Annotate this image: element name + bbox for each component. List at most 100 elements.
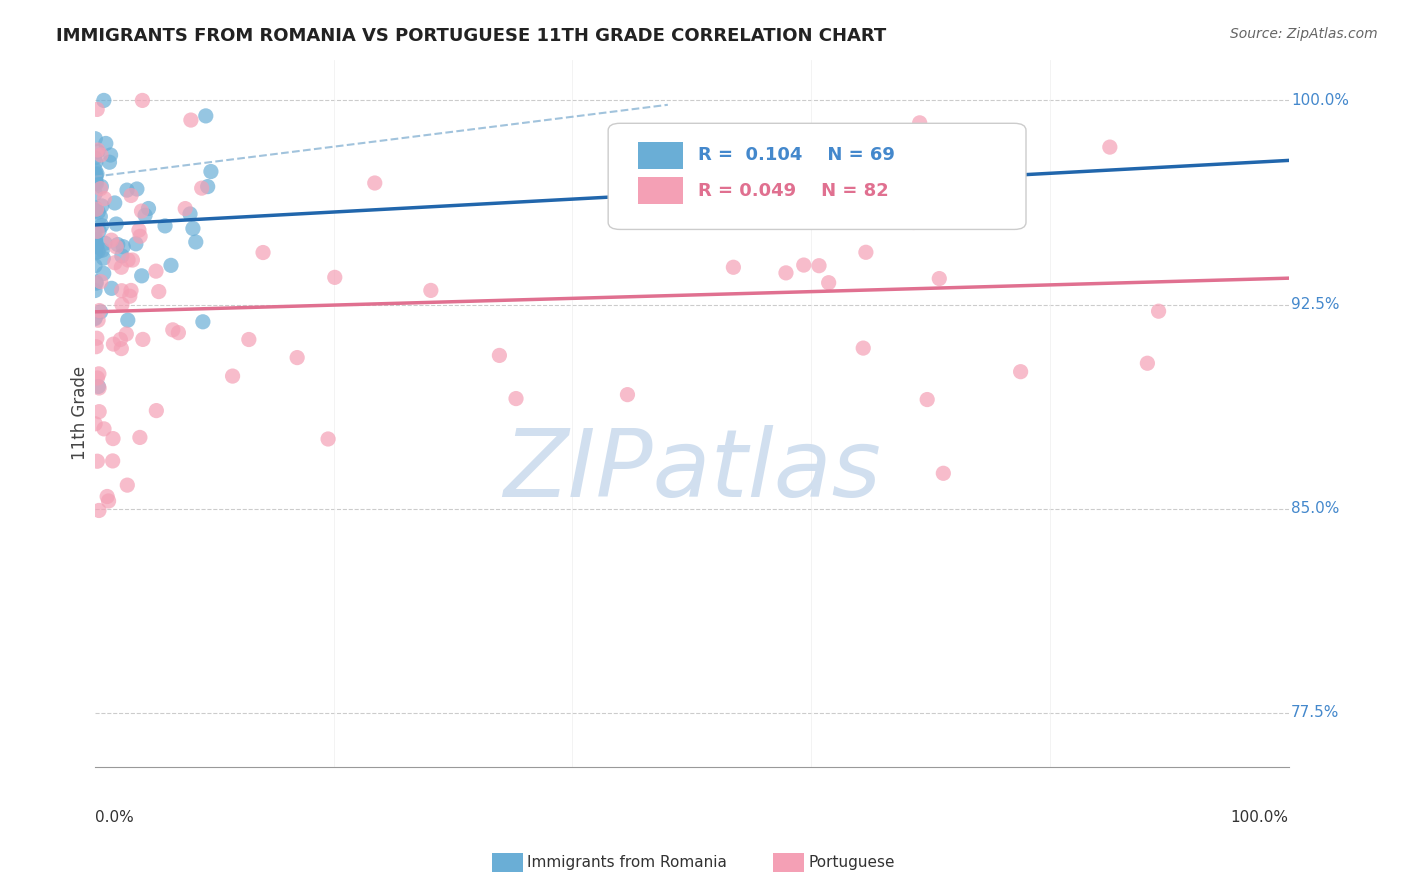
Point <box>84 232 107 246</box>
Point <box>89 303 111 318</box>
Point <box>87 503 110 517</box>
Point <box>197 179 219 194</box>
Point <box>86 202 108 217</box>
Point <box>84 186 107 201</box>
Point <box>138 202 160 216</box>
Point <box>134 208 156 222</box>
Point <box>83 311 105 326</box>
Point <box>91 243 114 257</box>
Point <box>162 323 184 337</box>
Point <box>855 245 877 260</box>
Text: Source: ZipAtlas.com: Source: ZipAtlas.com <box>1230 27 1378 41</box>
Text: 100.0%: 100.0% <box>1230 810 1289 825</box>
Point <box>84 176 107 190</box>
Point <box>148 285 170 299</box>
Point <box>145 403 167 417</box>
Text: Immigrants from Romania: Immigrants from Romania <box>527 855 727 870</box>
Point <box>84 259 107 273</box>
Point <box>86 224 108 238</box>
Point <box>191 315 214 329</box>
Point <box>775 266 797 280</box>
Point <box>129 229 152 244</box>
Text: IMMIGRANTS FROM ROMANIA VS PORTUGUESE 11TH GRADE CORRELATION CHART: IMMIGRANTS FROM ROMANIA VS PORTUGUESE 11… <box>56 27 887 45</box>
Text: ZIPatlas: ZIPatlas <box>503 425 880 516</box>
Point <box>84 203 107 218</box>
Point <box>83 151 105 165</box>
Point <box>84 234 107 248</box>
Point <box>93 422 115 436</box>
Point <box>111 249 134 263</box>
Text: R = 0.049    N = 82: R = 0.049 N = 82 <box>697 181 889 200</box>
Point <box>87 381 110 395</box>
Point <box>723 260 745 275</box>
FancyBboxPatch shape <box>609 123 1026 229</box>
Point <box>93 251 115 265</box>
Point <box>128 430 150 444</box>
Point <box>107 237 129 252</box>
Point <box>86 143 108 157</box>
Point <box>104 196 127 211</box>
Point <box>84 201 107 215</box>
Point <box>128 223 150 237</box>
Point <box>84 168 107 182</box>
Point <box>110 342 132 356</box>
Point <box>84 173 107 187</box>
Point <box>153 219 176 233</box>
Point <box>932 467 955 481</box>
FancyBboxPatch shape <box>638 178 683 204</box>
Point <box>86 371 108 385</box>
Point <box>84 155 107 169</box>
Text: 100.0%: 100.0% <box>1291 93 1348 108</box>
Point <box>110 333 132 347</box>
Point <box>364 176 387 190</box>
Point <box>86 103 108 117</box>
Point <box>160 258 183 272</box>
Point <box>101 432 124 446</box>
Point <box>118 289 141 303</box>
Point <box>184 235 207 249</box>
Point <box>103 337 125 351</box>
Point <box>110 260 132 275</box>
Point <box>120 188 142 202</box>
Point <box>131 94 153 108</box>
Point <box>90 219 112 233</box>
Text: 0.0%: 0.0% <box>94 810 134 825</box>
Point <box>105 217 128 231</box>
Point <box>90 199 112 213</box>
Point <box>100 233 122 247</box>
Point <box>86 177 108 191</box>
Point <box>1147 304 1170 318</box>
Point <box>84 417 107 431</box>
Point <box>115 183 138 197</box>
Point <box>96 490 118 504</box>
Point <box>111 297 134 311</box>
Point <box>252 245 274 260</box>
Point <box>84 163 107 178</box>
Text: Portuguese: Portuguese <box>808 855 896 870</box>
Point <box>93 192 115 206</box>
Point <box>915 392 938 407</box>
Point <box>90 181 112 195</box>
Point <box>808 259 831 273</box>
Point <box>87 367 110 381</box>
Point <box>903 215 925 229</box>
Point <box>87 244 110 259</box>
Point <box>90 148 112 162</box>
Point <box>89 224 111 238</box>
Point <box>963 140 986 154</box>
Point <box>87 379 110 393</box>
Point <box>167 326 190 340</box>
Point <box>84 132 107 146</box>
Point <box>86 145 108 159</box>
Point <box>101 454 124 468</box>
Point <box>117 313 139 327</box>
Point <box>84 245 107 260</box>
Point <box>817 276 839 290</box>
FancyBboxPatch shape <box>638 142 683 169</box>
Point <box>86 167 108 181</box>
Point <box>132 333 155 347</box>
Point <box>125 182 148 196</box>
Point <box>111 284 134 298</box>
Point <box>84 171 107 186</box>
Point <box>121 253 143 268</box>
